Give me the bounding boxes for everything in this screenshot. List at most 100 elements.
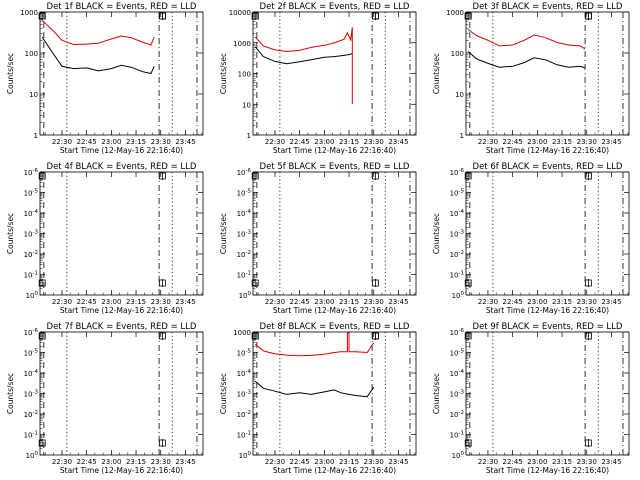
x-tick-label: 22:45 <box>290 138 310 146</box>
chart-title: Det 8f BLACK = Events, RED = LLD <box>260 322 410 332</box>
x-tick-label: 22:30 <box>52 138 72 146</box>
x-tick-label: 23:30 <box>151 458 171 466</box>
y-tick-label: 10-3 <box>450 230 465 239</box>
x-tick-label: 22:30 <box>478 458 498 466</box>
x-tick-label: 23:15 <box>552 458 572 466</box>
y-tick-label: 10-4 <box>237 209 252 218</box>
y-tick-label: 100 <box>26 291 39 300</box>
plot-frame <box>465 11 630 136</box>
y-tick-label: 100 <box>452 451 465 460</box>
x-tick-label: 23:15 <box>552 138 572 146</box>
y-tick-label: 10-2 <box>24 250 38 259</box>
y-tick-label: 10-6 <box>450 328 465 337</box>
x-tick-label: 23:45 <box>388 138 408 146</box>
chart-title: Det 5f BLACK = Events, RED = LLD <box>260 162 410 172</box>
x-tick-label: 23:00 <box>527 298 547 306</box>
chart-title: Det 3f BLACK = Events, RED = LLD <box>473 2 623 12</box>
x-tick-label: 23:45 <box>601 458 621 466</box>
x-tick-label: 22:30 <box>52 458 72 466</box>
y-tick-label: 10-2 <box>24 410 38 419</box>
y-axis-label: Counts/sec <box>6 53 15 94</box>
x-tick-label: 22:45 <box>290 298 310 306</box>
x-tick-label: 23:15 <box>339 458 359 466</box>
chart-title: Det 4f BLACK = Events, RED = LLD <box>47 162 197 172</box>
x-tick-label: 23:15 <box>126 138 146 146</box>
y-tick-label: 100 <box>452 291 465 300</box>
series-line-events <box>254 380 375 398</box>
y-tick-label: 100 <box>451 50 464 58</box>
x-axis-label: Start Time (12-May-16 22:16:40) <box>273 306 396 315</box>
y-tick-label: 10 <box>29 91 38 99</box>
series-line-lld <box>467 29 586 50</box>
x-tick-label: 22:45 <box>77 138 97 146</box>
plot-frame <box>252 331 417 456</box>
x-axis-label: Start Time (12-May-16 22:16:40) <box>273 466 396 475</box>
x-axis-label: Start Time (12-May-16 22:16:40) <box>486 466 609 475</box>
y-tick-label: 10-2 <box>237 250 251 259</box>
y-tick-label: 10-1 <box>24 431 38 440</box>
y-tick-label: 10-1 <box>237 271 251 280</box>
x-tick-label: 23:45 <box>175 138 195 146</box>
x-axis-label: Start Time (12-May-16 22:16:40) <box>60 466 183 475</box>
y-tick-label: 10-5 <box>237 189 252 198</box>
plot-frame <box>39 171 204 296</box>
chart-panel-det-4: Det 4f BLACK = Events, RED = LLD 100 10-1 1… <box>6 162 204 315</box>
plot-frame <box>465 171 630 296</box>
plot-frame <box>39 11 204 136</box>
plot-frame <box>39 331 204 456</box>
y-tick-label: 10-2 <box>237 410 251 419</box>
y-tick-label: 1000 <box>233 329 251 337</box>
chart-panel-det-9: Det 9f BLACK = Events, RED = LLD 100 10-1 1… <box>432 322 630 475</box>
y-tick-label: 1 <box>460 132 464 140</box>
y-axis-label: Counts/sec <box>219 373 228 414</box>
x-tick-label: 22:45 <box>77 298 97 306</box>
x-tick-label: 22:45 <box>77 458 97 466</box>
y-tick-label: 10-4 <box>24 209 39 218</box>
y-tick-label: 10-4 <box>450 209 465 218</box>
x-tick-label: 23:00 <box>527 138 547 146</box>
y-tick-label: 10-1 <box>237 431 251 440</box>
chart-title: Det 9f BLACK = Events, RED = LLD <box>473 322 623 332</box>
x-tick-label: 23:00 <box>101 138 121 146</box>
y-axis-label: Counts/sec <box>432 213 441 254</box>
x-tick-label: 23:30 <box>577 298 597 306</box>
y-tick-label: 10-3 <box>24 390 39 399</box>
x-tick-label: 23:00 <box>314 138 334 146</box>
x-tick-label: 22:45 <box>503 298 523 306</box>
chart-panel-det-3: Det 3f BLACK = Events, RED = LLD 1 10 100 10… <box>432 2 630 155</box>
plot-frame <box>465 331 630 456</box>
series-line-events <box>41 36 155 75</box>
y-tick-label: 10-4 <box>237 369 252 378</box>
x-tick-label: 22:30 <box>478 138 498 146</box>
x-tick-label: 23:30 <box>151 138 171 146</box>
x-tick-label: 23:45 <box>175 458 195 466</box>
x-tick-label: 22:30 <box>265 458 285 466</box>
x-tick-label: 23:30 <box>364 138 384 146</box>
y-tick-label: 10-5 <box>24 189 39 198</box>
y-tick-label: 10000 <box>229 9 251 17</box>
x-tick-label: 23:45 <box>388 298 408 306</box>
y-tick-label: 100 <box>25 50 38 58</box>
y-tick-label: 10-4 <box>450 369 465 378</box>
x-axis-label: Start Time (12-May-16 22:16:40) <box>486 306 609 315</box>
y-axis-label: Counts/sec <box>6 213 15 254</box>
x-axis-label: Start Time (12-May-16 22:16:40) <box>60 146 183 155</box>
y-tick-label: 10 <box>242 101 251 109</box>
x-tick-label: 22:45 <box>503 458 523 466</box>
chart-panel-det-1: Det 1f BLACK = Events, RED = LLD 1 10 100 10… <box>6 2 204 155</box>
x-tick-label: 23:00 <box>101 458 121 466</box>
chart-panel-det-5: Det 5f BLACK = Events, RED = LLD 100 10-1 1… <box>219 162 417 315</box>
chart-panel-det-6: Det 6f BLACK = Events, RED = LLD 100 10-1 1… <box>432 162 630 315</box>
y-tick-label: 10-3 <box>24 230 39 239</box>
y-tick-label: 10-3 <box>450 390 465 399</box>
series-line-lld <box>41 19 155 46</box>
x-tick-label: 23:15 <box>126 298 146 306</box>
x-tick-label: 23:30 <box>577 138 597 146</box>
x-tick-label: 23:45 <box>388 458 408 466</box>
y-tick-label: 10-4 <box>24 369 39 378</box>
x-axis-label: Start Time (12-May-16 22:16:40) <box>60 306 183 315</box>
plot-frame <box>252 171 417 296</box>
y-tick-label: 1 <box>34 132 38 140</box>
x-tick-label: 22:45 <box>503 138 523 146</box>
